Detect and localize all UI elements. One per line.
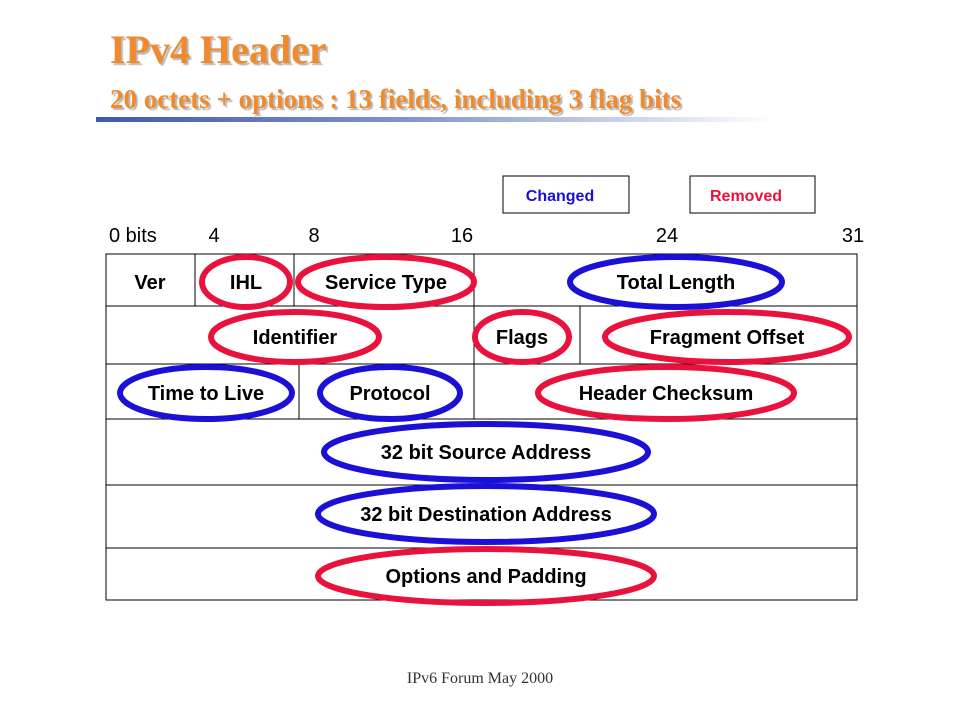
fragment-offset-removed-ellipse — [602, 309, 852, 365]
slide-footer: IPv6 Forum May 2000 — [406, 670, 554, 687]
field-protocol: Protocol — [349, 383, 430, 405]
service-type-removed-ellipse — [295, 254, 477, 310]
bit-label-0: 0 bits — [109, 225, 157, 247]
field-source-address: 32 bit Source Address — [381, 442, 591, 464]
ttl-changed-ellipse — [117, 364, 295, 422]
legend-changed-label: Changed — [526, 188, 594, 205]
flags-removed-ellipse — [472, 309, 572, 365]
options-padding-removed-ellipse — [315, 546, 657, 606]
title-underline — [96, 117, 776, 122]
ihl-removed-ellipse — [199, 254, 293, 310]
header-checksum-removed-ellipse — [535, 364, 797, 422]
field-flags: Flags — [496, 327, 548, 349]
field-options-padding: Options and Padding — [385, 566, 586, 588]
field-total-length: Total Length — [617, 272, 736, 294]
destination-address-changed-ellipse — [315, 483, 657, 545]
field-service-type: Service Type — [325, 272, 447, 294]
total-length-changed-ellipse — [567, 254, 785, 310]
bit-ruler: 0 bits 4 8 16 24 31 — [109, 225, 864, 247]
legend-changed-box — [502, 175, 630, 214]
legend: Changed Removed — [502, 175, 816, 214]
bit-label-24: 24 — [656, 225, 678, 247]
field-destination-address: 32 bit Destination Address — [360, 504, 612, 526]
legend-removed-box — [689, 175, 816, 214]
legend-removed-label: Removed — [710, 188, 782, 205]
protocol-changed-ellipse — [317, 364, 463, 422]
field-identifier: Identifier — [253, 327, 338, 349]
slide-subtitle: 20 octets + options : 13 fields, includi… — [110, 84, 682, 114]
field-header-checksum: Header Checksum — [579, 383, 754, 405]
slide-title: IPv4 Header — [110, 27, 327, 72]
field-highlights — [117, 254, 852, 606]
field-ihl: IHL — [230, 272, 262, 294]
source-address-changed-ellipse — [321, 421, 651, 483]
bit-label-4: 4 — [208, 225, 219, 247]
field-fragment-offset: Fragment Offset — [650, 327, 805, 349]
bit-label-31: 31 — [842, 225, 864, 247]
field-labels: Ver IHL Service Type Total Length Identi… — [134, 272, 804, 588]
bit-label-8: 8 — [308, 225, 319, 247]
field-ver: Ver — [134, 272, 165, 294]
identifier-removed-ellipse — [208, 309, 382, 365]
bit-label-16: 16 — [451, 225, 473, 247]
field-ttl: Time to Live — [148, 383, 264, 405]
